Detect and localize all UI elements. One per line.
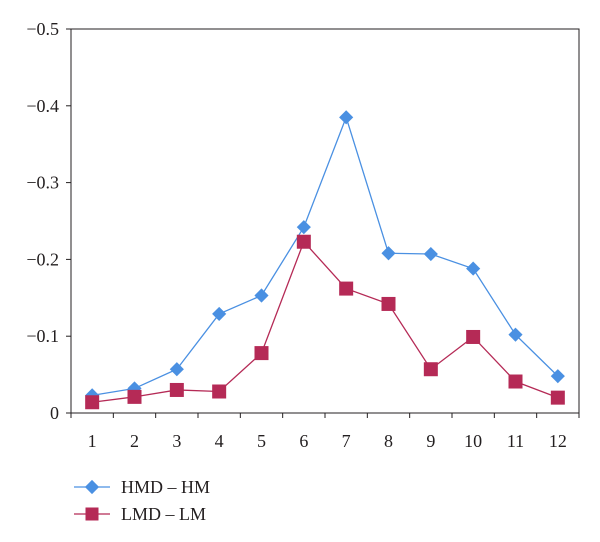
y-tick-label: −0.3 [26,173,59,193]
x-tick-label: 7 [342,431,351,451]
series-line-lmd-lm [92,240,559,403]
data-point-lmd-lm [212,384,227,399]
data-point-hmd-hm [381,246,396,261]
x-tick-label: 2 [130,431,139,451]
x-tick-label: 12 [549,431,567,451]
y-axis: 0 −0.1 −0.2 −0.3 −0.4 −0.5 [26,19,71,423]
data-point-hmd-hm [212,306,227,321]
plot-area [70,28,580,414]
x-tick-label: 6 [299,431,308,451]
x-axis: 1 2 3 4 5 6 7 8 9 10 11 12 [70,413,580,451]
series-layer [85,110,565,410]
data-point-hmd-hm [339,110,354,125]
data-point-hmd-hm [423,246,438,262]
legend-label-hmd-hm: HMD – HM [121,477,210,497]
data-point-lmd-lm [508,374,523,389]
x-tick-label: 8 [384,431,393,451]
data-point-hmd-hm [508,327,523,342]
x-tick-label: 3 [172,431,181,451]
x-tick-label: 5 [257,431,266,451]
y-tick-label: −0.1 [26,326,59,346]
data-point-lmd-lm [381,296,396,311]
data-point-hmd-hm [169,362,184,377]
legend-item-hmd-hm: HMD – HM [74,477,210,497]
x-tick-label: 4 [215,431,224,451]
series-line-hmd-hm [92,115,559,396]
legend-marker-lmd-lm [85,507,99,521]
legend-label-lmd-lm: LMD – LM [121,504,206,524]
data-point-lmd-lm [169,382,184,397]
data-point-lmd-lm [296,234,311,249]
legend-item-lmd-lm: LMD – LM [74,504,206,524]
y-tick-label: −0.2 [26,249,59,269]
x-tick-label: 10 [464,431,482,451]
data-point-lmd-lm [550,390,565,405]
data-point-lmd-lm [254,346,269,361]
data-point-lmd-lm [423,362,438,377]
y-tick-label: 0 [50,403,59,423]
x-tick-label: 11 [507,431,524,451]
x-tick-label: 1 [88,431,97,451]
legend-marker-hmd-hm [84,479,100,495]
legend: HMD – HM LMD – LM [74,477,210,524]
x-tick-label: 9 [426,431,435,451]
data-point-hmd-hm [466,261,481,276]
data-point-lmd-lm [339,281,354,296]
data-point-lmd-lm [85,395,100,410]
y-tick-label: −0.4 [26,96,59,116]
y-tick-label: −0.5 [26,19,59,39]
data-point-lmd-lm [127,389,142,404]
data-point-hmd-hm [550,369,565,384]
data-point-hmd-hm [296,220,311,235]
data-point-hmd-hm [254,288,269,303]
data-point-lmd-lm [466,329,481,344]
